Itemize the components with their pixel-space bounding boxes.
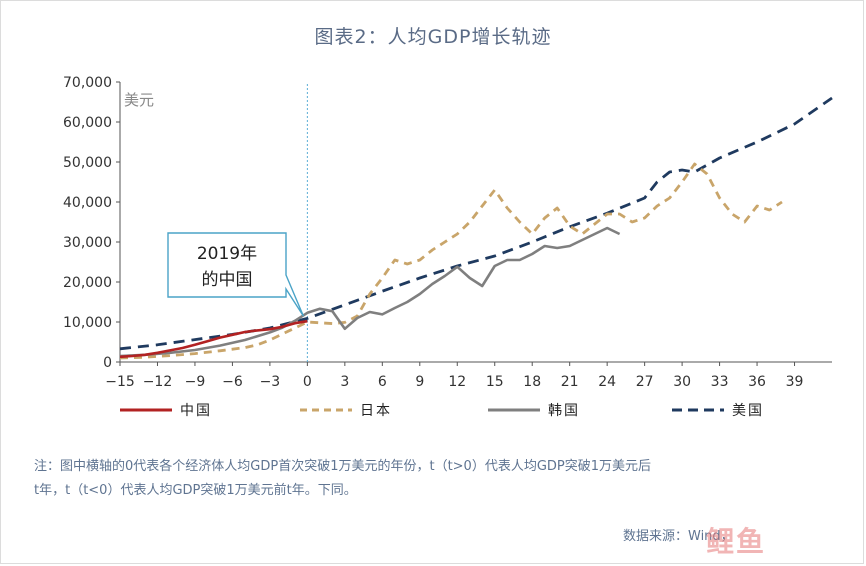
annotation-text-line-1: 2019年 bbox=[197, 244, 257, 264]
x-tick-label: 39 bbox=[786, 374, 804, 390]
series-line-2 bbox=[119, 162, 783, 360]
x-tick-label: −15 bbox=[105, 374, 135, 390]
series-line-1 bbox=[119, 319, 308, 359]
x-tick-label: 33 bbox=[711, 374, 729, 390]
y-tick-label: 30,000 bbox=[63, 235, 112, 251]
x-tick-label: −9 bbox=[185, 374, 206, 390]
y-axis-unit-label: 美元 bbox=[124, 91, 154, 109]
x-tick-label: 15 bbox=[486, 374, 504, 390]
x-tick-label: 18 bbox=[523, 374, 541, 390]
y-tick-label: 70,000 bbox=[63, 75, 112, 91]
y-tick-label: 0 bbox=[103, 355, 112, 371]
x-tick-label: 27 bbox=[636, 374, 654, 390]
x-tick-label: 30 bbox=[673, 374, 691, 390]
series-layer bbox=[119, 96, 833, 360]
series-line-4 bbox=[119, 96, 833, 351]
y-tick-label: 20,000 bbox=[63, 275, 112, 291]
footnote-line-1: 注：图中横轴的0代表各个经济体人均GDP首次突破1万美元的年份，t（t>0）代表… bbox=[34, 459, 652, 474]
x-tick-label: 24 bbox=[598, 374, 616, 390]
annotation-callout-box bbox=[167, 232, 305, 317]
x-tick-label: 9 bbox=[415, 374, 424, 390]
y-tick-label: 10,000 bbox=[63, 315, 112, 331]
legend-label-1: 中国 bbox=[180, 403, 212, 419]
annotation-text-line-2: 的中国 bbox=[202, 270, 253, 290]
axes: 0 10,000 20,000 30,000 40,000 50,000 60,000 70,… bbox=[63, 75, 832, 390]
legend-label-3: 韩国 bbox=[548, 403, 580, 419]
x-tick-label: −3 bbox=[260, 374, 281, 390]
y-tick-label: 40,000 bbox=[63, 195, 112, 211]
x-tick-label: −12 bbox=[143, 374, 173, 390]
y-tick-label: 50,000 bbox=[63, 155, 112, 171]
x-tick-label: 0 bbox=[303, 374, 312, 390]
footnote: 注：图中横轴的0代表各个经济体人均GDP首次突破1万美元的年份，t（t>0）代表… bbox=[34, 455, 844, 503]
legend: 中国 日本 韩国 美国 bbox=[120, 403, 764, 419]
x-tick-label: 36 bbox=[748, 374, 766, 390]
data-source: 数据来源：Wind， bbox=[623, 529, 734, 544]
x-tick-label: 6 bbox=[378, 374, 387, 390]
footnote-line-2: t年，t（t<0）代表人均GDP突破1万美元前t年。下同。 bbox=[34, 483, 357, 498]
chart-title: 图表2：人均GDP增长轨迹 bbox=[314, 26, 552, 48]
watermark-logo: 鲤鱼 bbox=[706, 525, 767, 558]
x-tick-label: 3 bbox=[340, 374, 349, 390]
legend-label-4: 美国 bbox=[732, 403, 764, 419]
series-line-3 bbox=[119, 226, 621, 358]
x-tick-label: 12 bbox=[448, 374, 466, 390]
legend-label-2: 日本 bbox=[360, 403, 392, 419]
x-tick-label: −6 bbox=[222, 374, 243, 390]
x-tick-label: 21 bbox=[561, 374, 579, 390]
y-tick-label: 60,000 bbox=[63, 115, 112, 131]
